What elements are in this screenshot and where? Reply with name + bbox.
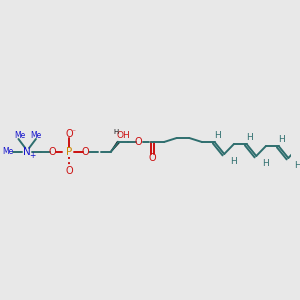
Text: O: O <box>135 137 142 147</box>
Text: Me: Me <box>2 148 14 157</box>
Text: H: H <box>278 134 285 143</box>
Text: H: H <box>231 157 237 166</box>
Text: OH: OH <box>116 131 130 140</box>
Text: O: O <box>65 129 73 139</box>
Text: ⁻: ⁻ <box>72 128 76 136</box>
Text: Me: Me <box>30 130 41 140</box>
Text: H: H <box>262 158 269 167</box>
Text: H: H <box>113 129 118 135</box>
Text: O: O <box>82 147 89 157</box>
Text: H: H <box>214 130 221 140</box>
Text: N: N <box>23 147 31 157</box>
Text: O: O <box>148 153 156 163</box>
Polygon shape <box>111 141 119 152</box>
Text: P: P <box>66 147 72 157</box>
Text: H: H <box>246 133 253 142</box>
Text: H: H <box>295 160 300 169</box>
Text: O: O <box>65 166 73 176</box>
Text: O: O <box>49 147 56 157</box>
Text: Me: Me <box>14 130 25 140</box>
Text: +: + <box>29 152 35 160</box>
